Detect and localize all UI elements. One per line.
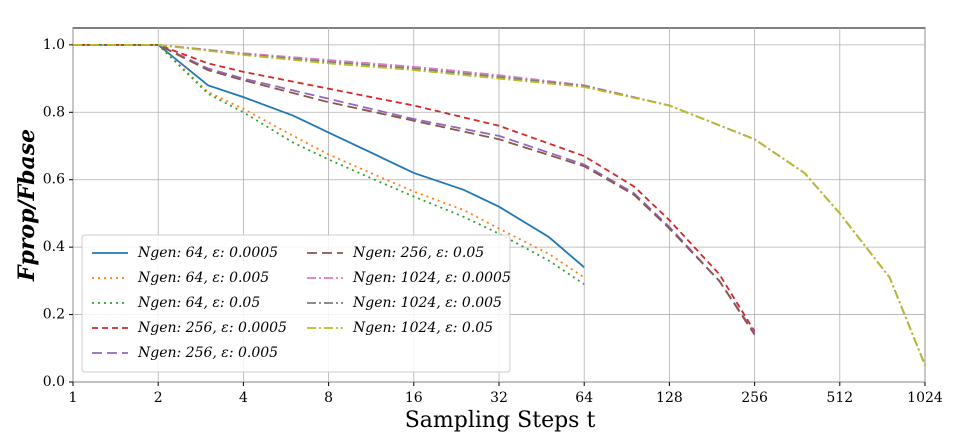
y-axis-label: Fprop/Fbase (14, 129, 40, 282)
series-line (73, 43, 756, 334)
legend-box (81, 234, 511, 373)
x-tick-label: 128 (656, 390, 683, 406)
x-tick-label: 8 (324, 390, 333, 406)
x-tick-label: 1 (69, 390, 78, 406)
x-tick-label: 512 (826, 390, 853, 406)
y-tick-label: 0.0 (43, 374, 65, 390)
series-line (73, 43, 756, 332)
legend-label: Ngen: 256, ε: 0.005 (137, 345, 278, 361)
x-axis-label: Sampling Steps t (405, 408, 596, 433)
y-tick-label: 1.0 (43, 37, 65, 53)
x-tick-label: 4 (239, 390, 248, 406)
series-line (73, 43, 926, 366)
x-tick-label: 64 (575, 390, 593, 406)
legend-label: Ngen: 1024, ε: 0.0005 (352, 270, 511, 286)
series-line (73, 43, 585, 269)
legend-label: Ngen: 256, ε: 0.0005 (137, 320, 287, 336)
x-tick-label: 16 (405, 390, 423, 406)
x-tick-label: 256 (741, 390, 768, 406)
legend-label: Ngen: 64, ε: 0.0005 (137, 245, 278, 261)
legend-label: Ngen: 1024, ε: 0.005 (352, 295, 502, 311)
legend-label: Ngen: 1024, ε: 0.05 (352, 320, 493, 336)
legend-label: Ngen: 64, ε: 0.05 (137, 295, 260, 311)
legend-label: Ngen: 64, ε: 0.005 (137, 270, 269, 286)
x-tick-label: 1024 (907, 390, 943, 406)
legend-label: Ngen: 256, ε: 0.05 (352, 245, 484, 261)
x-tick-label: 32 (490, 390, 508, 406)
series-line (73, 43, 756, 336)
y-tick-label: 0.8 (43, 104, 65, 120)
y-tick-label: 0.4 (43, 239, 65, 255)
y-tick-label: 0.2 (43, 307, 65, 323)
x-tick-label: 2 (154, 390, 163, 406)
y-tick-label: 0.6 (43, 172, 65, 188)
